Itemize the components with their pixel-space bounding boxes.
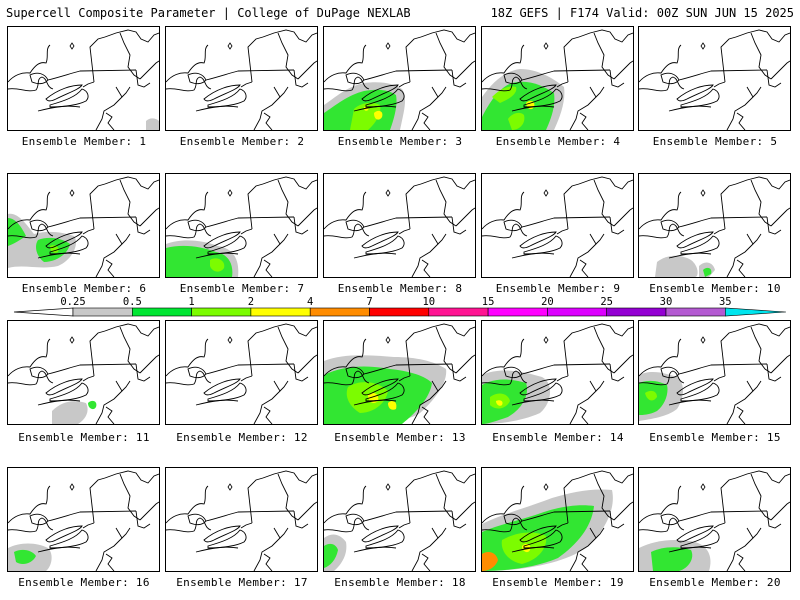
ensemble-member-map-8 <box>323 173 476 278</box>
ensemble-member-map-10 <box>638 173 791 278</box>
colorbar-segment-10 <box>606 307 667 317</box>
colorbar-segment-1 <box>72 307 133 317</box>
ensemble-member-map-3 <box>323 26 476 131</box>
ensemble-member-map-19 <box>481 467 634 572</box>
ensemble-member-label: Ensemble Member: 9 <box>495 282 621 295</box>
ensemble-member-label: Ensemble Member: 11 <box>18 431 150 444</box>
colorbar-segment-6 <box>369 307 430 317</box>
ensemble-member-map-18 <box>323 467 476 572</box>
ensemble-member-map-14 <box>481 320 634 425</box>
map-title: Supercell Composite Parameter | College … <box>6 6 411 20</box>
ensemble-member-label: Ensemble Member: 3 <box>337 135 463 148</box>
ensemble-member-label: Ensemble Member: 14 <box>492 431 624 444</box>
model-valid-time: 18Z GEFS | F174 Valid: 00Z SUN JUN 15 20… <box>490 6 794 20</box>
colorbar-segment-11 <box>665 307 726 317</box>
colorbar-segment-9 <box>547 307 608 317</box>
ensemble-member-label: Ensemble Member: 18 <box>334 576 466 589</box>
ensemble-member-map-11 <box>7 320 160 425</box>
ensemble-member-label: Ensemble Member: 17 <box>176 576 308 589</box>
ensemble-member-map-17 <box>165 467 318 572</box>
colorbar-tick-label: 7 <box>366 296 373 308</box>
colorbar-tick-label: 25 <box>600 296 614 308</box>
ensemble-member-map-5 <box>638 26 791 131</box>
colorbar <box>13 307 787 317</box>
ensemble-member-map-2 <box>165 26 318 131</box>
colorbar-segment-2 <box>132 307 192 317</box>
ensemble-member-map-6 <box>7 173 160 278</box>
colorbar-tick-label: 0.5 <box>122 296 142 308</box>
ensemble-member-label: Ensemble Member: 12 <box>176 431 308 444</box>
ensemble-member-label: Ensemble Member: 8 <box>337 282 463 295</box>
ensemble-member-label: Ensemble Member: 4 <box>495 135 621 148</box>
ensemble-member-map-9 <box>481 173 634 278</box>
ensemble-member-label: Ensemble Member: 13 <box>334 431 466 444</box>
colorbar-tick-label: 35 <box>718 296 732 308</box>
ensemble-member-label: Ensemble Member: 7 <box>179 282 305 295</box>
ensemble-member-label: Ensemble Member: 2 <box>179 135 305 148</box>
ensemble-member-label: Ensemble Member: 1 <box>21 135 147 148</box>
colorbar-tick-label: 4 <box>307 296 314 308</box>
colorbar-tick-label: 0.25 <box>60 296 86 308</box>
colorbar-segment-8 <box>487 307 548 317</box>
ensemble-member-map-1 <box>7 26 160 131</box>
ensemble-member-label: Ensemble Member: 5 <box>652 135 778 148</box>
colorbar-segment-7 <box>428 307 489 317</box>
colorbar-segment-5 <box>309 307 370 317</box>
colorbar-tick-label: 20 <box>541 296 554 308</box>
ensemble-member-label: Ensemble Member: 6 <box>21 282 147 295</box>
ensemble-member-map-7 <box>165 173 318 278</box>
ensemble-member-map-20 <box>638 467 791 572</box>
colorbar-segment-4 <box>250 307 311 317</box>
ensemble-member-map-15 <box>638 320 791 425</box>
ensemble-member-label: Ensemble Member: 15 <box>649 431 781 444</box>
colorbar-tick-label: 30 <box>659 296 673 308</box>
ensemble-member-label: Ensemble Member: 20 <box>649 576 781 589</box>
ensemble-member-label: Ensemble Member: 10 <box>649 282 781 295</box>
ensemble-member-map-4 <box>481 26 634 131</box>
ensemble-member-map-16 <box>7 467 160 572</box>
colorbar-under-arrow <box>13 307 74 317</box>
colorbar-tick-label: 15 <box>481 296 495 308</box>
colorbar-tick-label: 1 <box>188 296 195 308</box>
colorbar-tick-label: 2 <box>247 296 255 308</box>
colorbar-segment-3 <box>191 307 252 317</box>
ensemble-member-label: Ensemble Member: 19 <box>492 576 624 589</box>
ensemble-member-label: Ensemble Member: 16 <box>18 576 150 589</box>
colorbar-tick-label: 10 <box>422 296 436 308</box>
ensemble-member-map-13 <box>323 320 476 425</box>
ensemble-member-map-12 <box>165 320 318 425</box>
colorbar-segment-12 <box>724 307 787 317</box>
